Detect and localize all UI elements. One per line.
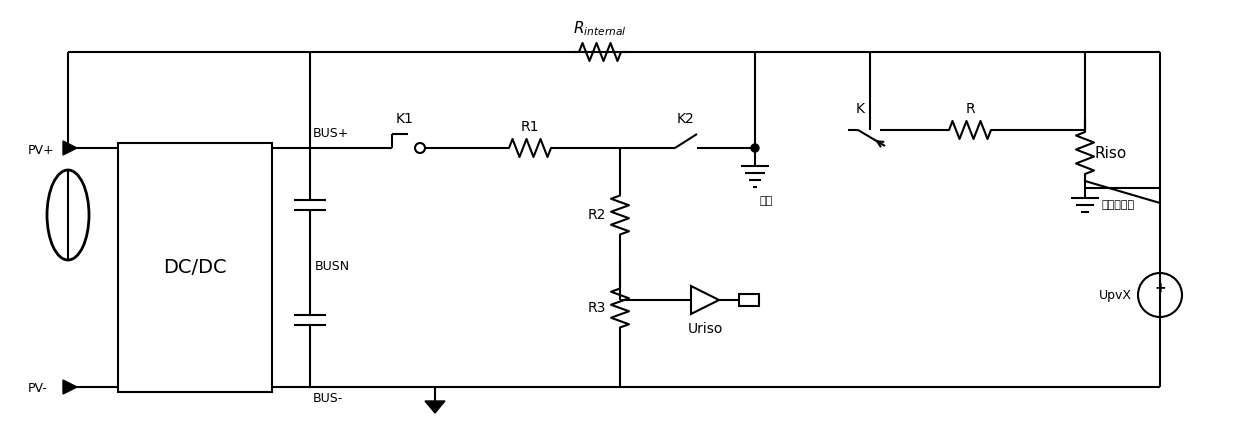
Polygon shape — [63, 141, 77, 155]
Text: PV+: PV+ — [28, 144, 55, 156]
Text: BUSN: BUSN — [315, 260, 351, 273]
Text: UpvX: UpvX — [1099, 289, 1132, 301]
Text: DC/DC: DC/DC — [164, 258, 227, 277]
Text: Riso: Riso — [1095, 145, 1127, 160]
Text: BUS-: BUS- — [313, 392, 343, 405]
Text: R1: R1 — [520, 120, 539, 134]
Text: 机壳: 机壳 — [760, 196, 773, 206]
Bar — [738, 294, 760, 306]
Text: +: + — [1155, 281, 1166, 295]
Text: BUS+: BUS+ — [313, 127, 349, 140]
Bar — [118, 143, 273, 392]
Circle shape — [751, 144, 760, 152]
Text: Uriso: Uriso — [688, 322, 722, 336]
Text: K: K — [855, 102, 865, 116]
Text: R2: R2 — [587, 208, 606, 222]
Text: R: R — [965, 102, 975, 116]
Text: 大地等电位: 大地等电位 — [1101, 200, 1134, 210]
Text: $R_{internal}$: $R_{internal}$ — [574, 19, 627, 38]
Text: PV-: PV- — [28, 382, 48, 396]
Text: R3: R3 — [587, 301, 606, 315]
Text: K1: K1 — [396, 112, 414, 126]
Polygon shape — [425, 401, 445, 413]
Text: K2: K2 — [676, 112, 694, 126]
Polygon shape — [63, 380, 77, 394]
